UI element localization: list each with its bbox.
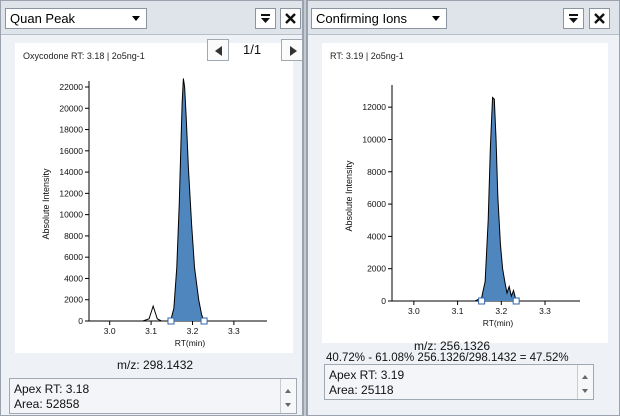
y-tick-label: 10000 xyxy=(362,134,386,144)
y-tick-label: 12000 xyxy=(59,188,83,198)
x-tick-label: 3.1 xyxy=(145,326,157,336)
y-tick-label: 20000 xyxy=(59,103,83,113)
peak-boundary-marker xyxy=(200,317,208,325)
pin-dropdown-button[interactable] xyxy=(255,8,276,29)
chevron-down-icon xyxy=(132,16,140,21)
x-axis-label: RT(min) xyxy=(483,318,514,328)
chevron-down-icon xyxy=(432,16,440,21)
pin-dropdown-icon xyxy=(569,14,578,23)
previous-peak-button[interactable] xyxy=(207,39,229,61)
y-tick-label: 16000 xyxy=(59,146,83,156)
y-tick-label: 0 xyxy=(78,316,83,326)
quan-peak-chart-title: Oxycodone RT: 3.18 | 2o5ng-1 xyxy=(23,51,145,61)
chromatogram-trace xyxy=(422,96,546,302)
panel-splitter[interactable] xyxy=(303,0,307,416)
x-tick-label: 3.3 xyxy=(539,306,551,316)
y-axis-label: Absolute Intensity xyxy=(41,168,51,240)
y-tick-label: 14000 xyxy=(59,167,83,177)
y-tick-label: 6000 xyxy=(367,199,386,209)
x-tick-label: 3.2 xyxy=(187,326,199,336)
y-tick-label: 4000 xyxy=(367,231,386,241)
x-tick-label: 3.0 xyxy=(408,306,420,316)
ion-ratio-text: 40.72% - 61.08% 256.1326/298.1432 = 47.5… xyxy=(326,352,569,364)
close-button[interactable] xyxy=(589,8,610,29)
y-tick-label: 2000 xyxy=(367,264,386,274)
close-icon xyxy=(594,13,605,24)
quan-peak-header: Quan Peak xyxy=(1,1,302,35)
scroll-down-icon[interactable] xyxy=(582,389,588,393)
quan-peak-chromatogram: 0 2000 4000 6000 8000 10000 12000 14000 16000 180… xyxy=(41,78,267,348)
page-indicator: 1/1 xyxy=(243,42,262,57)
confirming-ions-dropdown[interactable]: Confirming Ions xyxy=(311,8,447,29)
chromatogram-trace xyxy=(117,78,234,322)
y-tick-label: 6000 xyxy=(64,252,83,262)
peak-boundary-marker xyxy=(478,297,486,305)
area-text: Area: 52858 xyxy=(14,397,80,411)
confirming-mz-label: m/z: 256.1326 xyxy=(414,339,491,353)
next-peak-button[interactable] xyxy=(281,39,303,61)
peak-boundary-marker xyxy=(512,297,520,305)
peak-boundary-marker xyxy=(167,317,175,325)
apex-rt-text: Apex RT: 3.18 xyxy=(14,382,90,396)
close-button[interactable] xyxy=(280,8,301,29)
y-tick-label: 8000 xyxy=(367,167,386,177)
confirming-ions-dropdown-label: Confirming Ions xyxy=(316,11,408,26)
scroll-down-icon[interactable] xyxy=(285,403,291,407)
close-icon xyxy=(285,13,296,24)
y-tick-label: 0 xyxy=(381,296,386,306)
peak-area xyxy=(170,78,205,321)
x-tick-label: 3.0 xyxy=(104,326,116,336)
confirming-ions-chart-title: RT: 3.19 | 2o5ng-1 xyxy=(330,51,404,61)
y-tick-label: 8000 xyxy=(64,231,83,241)
apex-rt-text: Apex RT: 3.19 xyxy=(329,368,405,382)
x-tick-label: 3.3 xyxy=(228,326,240,336)
quan-peak-panel: Quan Peak Oxycodone RT: 3.18 | 2o5ng-1 0… xyxy=(0,0,303,416)
quan-info-scrollbar[interactable] xyxy=(280,379,296,413)
y-axis-label: Absolute Intensity xyxy=(344,160,354,232)
y-tick-label: 10000 xyxy=(59,210,83,220)
confirming-ions-chart-area: RT: 3.19 | 2o5ng-1 0 2000 4000 6000 8000 1000… xyxy=(322,43,608,343)
confirming-ions-panel: Confirming Ions RT: 3.19 | 2o5ng-1 0 2000… xyxy=(307,0,620,416)
triangle-left-icon xyxy=(215,46,222,56)
triangle-right-icon xyxy=(290,46,297,56)
quan-peak-dropdown-label: Quan Peak xyxy=(10,11,76,26)
x-tick-label: 3.2 xyxy=(495,306,507,316)
peak-area xyxy=(481,97,517,301)
confirming-ions-header: Confirming Ions xyxy=(308,1,619,35)
confirming-ions-chromatogram: 0 2000 4000 6000 8000 10000 12000 3.0 3.1 3.2 3.3 R… xyxy=(344,85,580,328)
quan-mz-label: m/z: 298.1432 xyxy=(117,358,194,372)
scroll-up-icon[interactable] xyxy=(582,375,588,379)
pin-dropdown-button[interactable] xyxy=(563,8,584,29)
y-tick-label: 22000 xyxy=(59,82,83,92)
x-axis-label: RT(min) xyxy=(175,338,206,348)
y-tick-label: 2000 xyxy=(64,295,83,305)
area-text: Area: 25118 xyxy=(329,383,394,397)
scroll-up-icon[interactable] xyxy=(285,389,291,393)
x-tick-label: 3.1 xyxy=(452,306,464,316)
quan-peak-dropdown[interactable]: Quan Peak xyxy=(5,8,147,29)
y-tick-label: 12000 xyxy=(362,102,386,112)
y-tick-label: 18000 xyxy=(59,125,83,135)
quan-peak-chart-area: Oxycodone RT: 3.18 | 2o5ng-1 0 2000 4000 60… xyxy=(15,43,293,353)
confirming-info-box: Apex RT: 3.19 Area: 25118 xyxy=(324,364,594,400)
y-tick-label: 4000 xyxy=(64,273,83,283)
pin-dropdown-icon xyxy=(261,14,270,23)
confirming-info-scrollbar[interactable] xyxy=(577,365,593,399)
quan-peak-info-box: Apex RT: 3.18 Area: 52858 xyxy=(9,378,297,414)
